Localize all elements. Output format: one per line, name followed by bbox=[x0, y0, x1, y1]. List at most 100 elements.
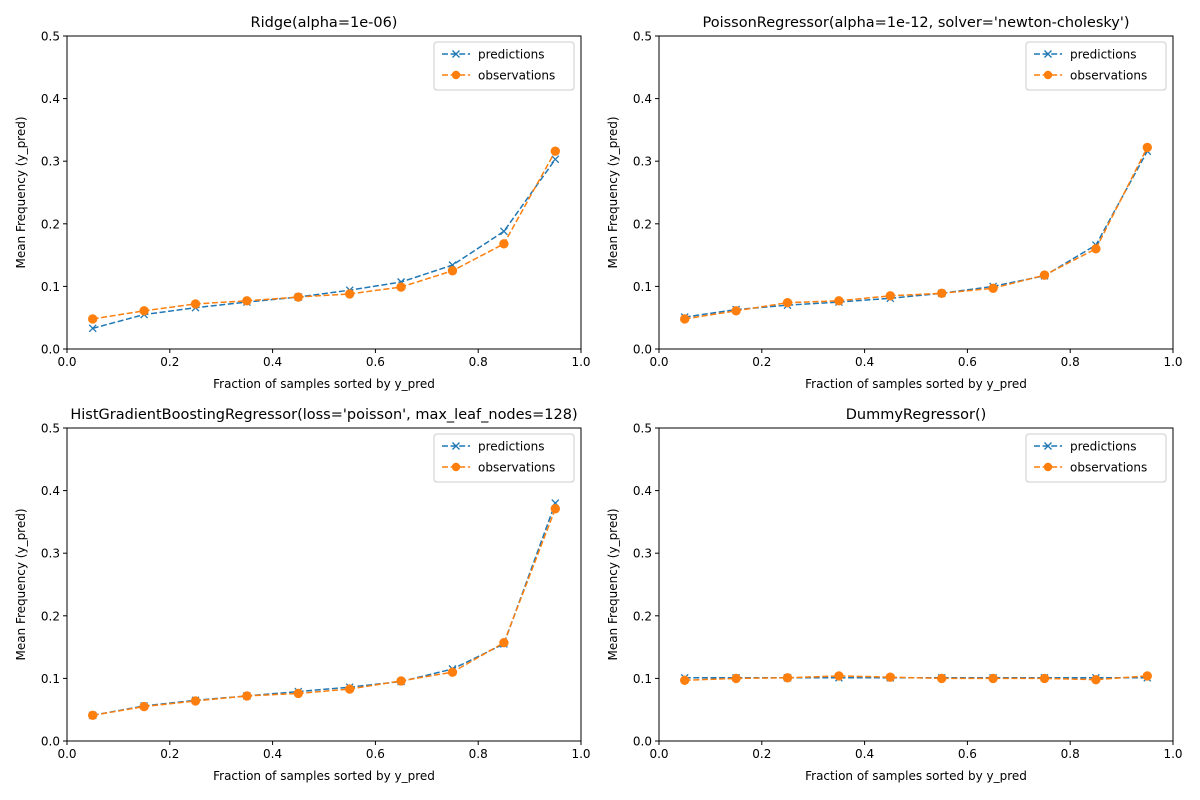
series-line-observations bbox=[92, 150, 556, 320]
point-observations bbox=[1091, 674, 1101, 685]
y-tick-label: 0.4 bbox=[41, 484, 60, 498]
series-line-observations bbox=[92, 508, 557, 717]
y-tick-label: 0.3 bbox=[41, 547, 60, 561]
x-tick-label: 0.4 bbox=[855, 747, 874, 761]
point-observations bbox=[782, 673, 793, 683]
chart-title: DummyRegressor() bbox=[846, 407, 987, 423]
y-tick-label: 0.3 bbox=[633, 547, 652, 561]
chart-panel-3: HistGradientBoostingRegressor(loss='pois… bbox=[14, 407, 591, 783]
x-tick-label: 1.0 bbox=[571, 747, 590, 761]
point-observations bbox=[242, 691, 252, 701]
point-observations bbox=[731, 673, 741, 684]
axes-frame bbox=[658, 35, 1174, 350]
point-observations bbox=[550, 504, 560, 514]
y-tick-label: 0.4 bbox=[633, 484, 652, 498]
point-predictions bbox=[499, 227, 508, 236]
y-tick-label: 0.1 bbox=[633, 280, 652, 294]
legend: predictions observations bbox=[433, 433, 575, 483]
y-tick-label: 0.0 bbox=[41, 735, 60, 749]
y-tick-label: 0.2 bbox=[41, 609, 60, 623]
point-observations bbox=[1039, 270, 1050, 280]
point-observations bbox=[1039, 673, 1050, 684]
legend-label-observations: observations bbox=[1070, 461, 1147, 475]
x-tick-label: 0.4 bbox=[263, 355, 282, 369]
point-predictions bbox=[88, 324, 97, 333]
point-observations bbox=[1091, 244, 1101, 254]
point-observations bbox=[447, 667, 458, 677]
point-observations bbox=[293, 292, 303, 302]
legend-marker-observations bbox=[451, 462, 461, 472]
x-tick-label: 1.0 bbox=[1163, 747, 1182, 761]
axes-frame bbox=[658, 427, 1174, 742]
series-line-observations bbox=[684, 147, 1148, 320]
point-observations bbox=[834, 671, 844, 681]
legend-marker-predictions bbox=[1044, 50, 1052, 58]
y-tick-label: 0.0 bbox=[41, 343, 60, 357]
legend-marker-predictions bbox=[452, 50, 460, 58]
point-observations bbox=[396, 282, 406, 292]
x-tick-label: 0.8 bbox=[469, 355, 488, 369]
y-tick-label: 0.5 bbox=[41, 30, 60, 44]
x-tick-label: 0.2 bbox=[752, 355, 771, 369]
legend-label-observations: observations bbox=[478, 461, 555, 475]
x-tick-label: 0.2 bbox=[752, 747, 771, 761]
y-tick-label: 0.1 bbox=[41, 280, 60, 294]
x-tick-label: 0.0 bbox=[649, 355, 668, 369]
x-tick-label: 0.6 bbox=[366, 747, 385, 761]
chart-panel-4: DummyRegressor() 0.0 0.2 0.4 0.6 0.8 1.0 0.0 0.1… bbox=[606, 407, 1183, 783]
y-axis-label: Mean Frequency (y_pred) bbox=[14, 508, 28, 660]
x-tick-label: 0.8 bbox=[469, 747, 488, 761]
point-observations bbox=[550, 146, 560, 156]
y-tick-label: 0.5 bbox=[41, 422, 60, 436]
point-observations bbox=[499, 239, 509, 249]
y-tick-label: 0.4 bbox=[41, 92, 60, 106]
x-tick-label: 0.0 bbox=[649, 747, 668, 761]
chart-panel-2: PoissonRegressor(alpha=1e-12, solver='ne… bbox=[606, 15, 1183, 391]
point-observations bbox=[190, 696, 201, 706]
point-observations bbox=[834, 296, 844, 306]
legend-marker-observations bbox=[1043, 462, 1053, 472]
axes-frame bbox=[66, 35, 582, 350]
y-tick-label: 0.0 bbox=[633, 735, 652, 749]
point-observations bbox=[242, 296, 252, 306]
point-observations bbox=[782, 297, 793, 308]
point-observations bbox=[293, 688, 303, 699]
chart-title: HistGradientBoostingRegressor(loss='pois… bbox=[70, 407, 577, 423]
legend-label-predictions: predictions bbox=[478, 440, 544, 454]
legend-label-predictions: predictions bbox=[1070, 48, 1136, 62]
point-observations bbox=[88, 710, 98, 721]
y-tick-label: 0.5 bbox=[633, 30, 652, 44]
legend-marker-observations bbox=[451, 70, 461, 80]
chart-panel-1: Ridge(alpha=1e-06) 0.0 0.2 0.4 0.6 0.8 1.0 0.0 0… bbox=[14, 15, 591, 391]
y-tick-label: 0.4 bbox=[633, 92, 652, 106]
legend: predictions observations bbox=[1025, 41, 1167, 91]
y-tick-label: 0.1 bbox=[41, 672, 60, 686]
y-tick-label: 0.0 bbox=[633, 343, 652, 357]
point-observations bbox=[1142, 671, 1153, 681]
point-observations bbox=[885, 291, 895, 301]
legend-label-predictions: predictions bbox=[478, 48, 544, 62]
legend: predictions observations bbox=[1025, 433, 1167, 483]
x-tick-label: 1.0 bbox=[1163, 355, 1182, 369]
point-observations bbox=[88, 314, 98, 324]
axes-frame bbox=[66, 427, 582, 742]
legend: predictions observations bbox=[433, 41, 575, 91]
point-observations bbox=[345, 684, 355, 694]
point-observations bbox=[139, 701, 149, 712]
point-predictions bbox=[551, 155, 560, 164]
y-tick-label: 0.2 bbox=[41, 217, 60, 231]
legend-label-observations: observations bbox=[478, 69, 555, 83]
legend-label-predictions: predictions bbox=[1070, 440, 1136, 454]
point-observations bbox=[885, 672, 895, 682]
point-observations bbox=[499, 638, 509, 648]
x-tick-label: 1.0 bbox=[571, 355, 590, 369]
x-tick-label: 0.2 bbox=[160, 747, 179, 761]
point-observations bbox=[345, 289, 355, 299]
x-axis-label: Fraction of samples sorted by y_pred bbox=[213, 377, 435, 391]
y-axis-label: Mean Frequency (y_pred) bbox=[606, 508, 620, 660]
x-tick-label: 0.6 bbox=[366, 355, 385, 369]
point-observations bbox=[937, 288, 947, 298]
x-tick-label: 0.0 bbox=[57, 355, 76, 369]
